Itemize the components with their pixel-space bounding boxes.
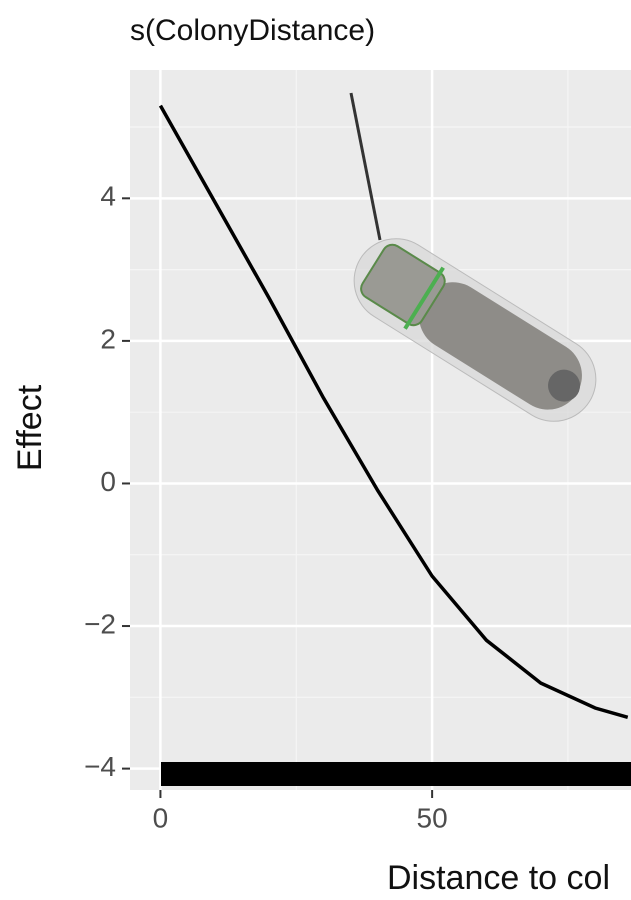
y-tick-label: 0 [100, 466, 116, 497]
panel [130, 70, 631, 790]
y-tick-label: −4 [84, 751, 116, 782]
rug [161, 762, 631, 786]
line [158, 104, 629, 719]
y-tick-label: −2 [84, 608, 116, 639]
y-tick-label: 4 [100, 181, 116, 212]
x-axis-label: Distance to col [387, 859, 610, 897]
chart-title: s(ColonyDistance) [130, 14, 375, 47]
x-tick-label: 0 [153, 802, 169, 833]
tag-image [349, 92, 597, 422]
x-tick-label: 50 [417, 802, 448, 833]
y-axis-label: Effect [11, 384, 49, 471]
y-tick-label: 2 [100, 323, 116, 354]
marks [158, 104, 629, 719]
